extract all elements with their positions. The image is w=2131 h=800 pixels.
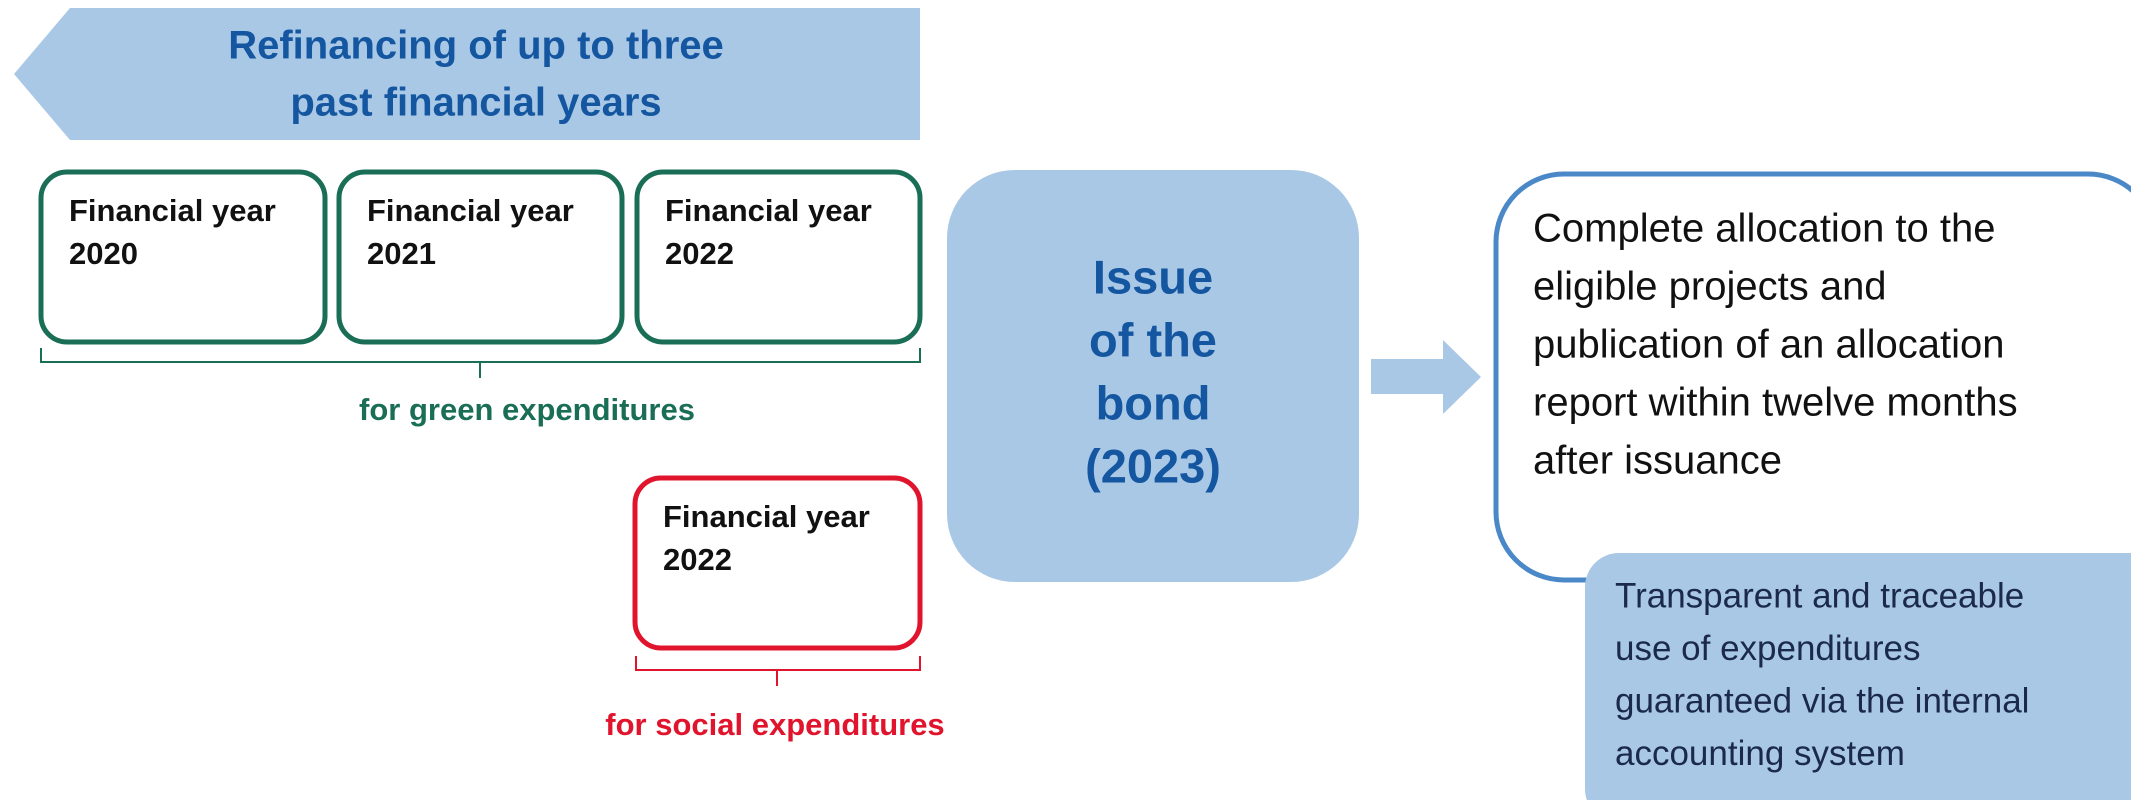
year-text: 2020 [69,236,138,271]
year-text: 2021 [367,236,436,271]
note-text: accounting system [1615,734,1905,773]
year-text: 2022 [663,542,732,577]
banner-arrow [14,8,920,140]
social-label: for social expenditures [605,707,944,742]
bond-text: (2023) [1085,439,1221,492]
note-text: use of expenditures [1615,629,1920,668]
year-text: Financial year [665,193,872,228]
arrow [1371,340,1481,414]
note-text: guaranteed via the internal [1615,681,2029,720]
result-text: publication of an allocation [1533,323,2004,367]
social-year-box [632,475,923,651]
note-box [1585,553,2131,800]
result-text: Complete allocation to the [1533,207,1996,251]
year-text: 2022 [665,236,734,271]
green-year-box [634,169,923,345]
social-brace [635,656,921,686]
year-text: Financial year [663,499,870,534]
bond-box [947,170,1359,582]
year-text: Financial year [367,193,574,228]
green-label: for green expenditures [359,392,695,427]
banner-text: past financial years [290,81,661,125]
banner-text: Refinancing of up to three [228,24,724,68]
year-text: Financial year [69,193,276,228]
bond-text: Issue [1093,250,1213,303]
result-text: report within twelve months [1533,381,2018,425]
note-text: Transparent and traceable [1615,576,2024,615]
bond-text: of the [1089,313,1217,366]
green-year-box [38,169,328,345]
result-text: after issuance [1533,439,1782,483]
bond-text: bond [1096,376,1211,429]
green-year-box [336,169,625,345]
result-text: eligible projects and [1533,265,1887,309]
green-brace [40,348,921,378]
